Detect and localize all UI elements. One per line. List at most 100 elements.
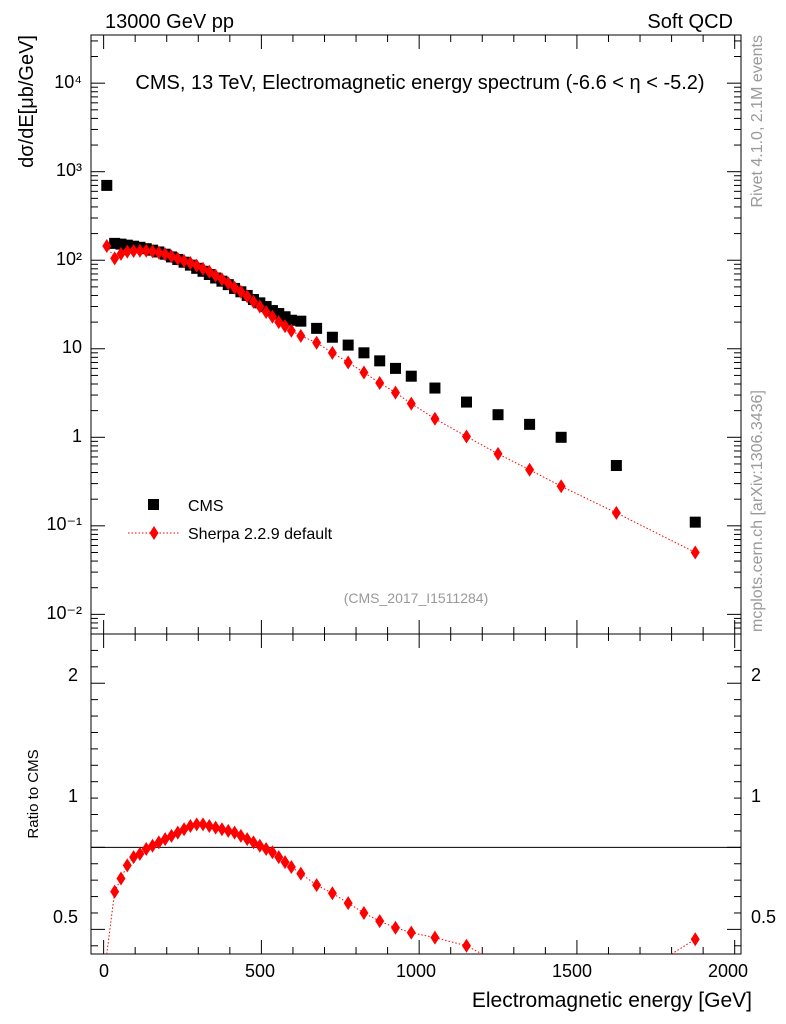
cms-data-point — [524, 418, 536, 430]
sherpa-ratio-point — [185, 819, 195, 833]
sherpa-main-point — [122, 244, 132, 259]
ratio-y-tick-label: 2 — [68, 665, 78, 685]
plot-title: CMS, 13 TeV, Electromagnetic energy spec… — [135, 72, 704, 94]
cms-data-point — [109, 237, 121, 249]
sherpa-main-point — [255, 299, 265, 314]
x-tick-label: 1000 — [396, 961, 436, 981]
x-axis-label: Electromagnetic energy [GeV] — [472, 989, 752, 1012]
main-panel-frame — [90, 34, 742, 635]
sherpa-main-point — [556, 479, 566, 494]
sherpa-main-point — [242, 289, 252, 304]
mcplots-source-label: mcplots.cern.ch [arXiv:1306.3436] — [749, 390, 766, 632]
sherpa-ratio-point — [280, 855, 290, 870]
ratio-y-tick-label: 0.5 — [53, 907, 78, 927]
cms-data-point — [555, 431, 567, 443]
sherpa-ratio-point — [122, 858, 132, 873]
sherpa-ratio-point — [390, 920, 400, 935]
cms-data-point — [460, 396, 472, 408]
y-tick-label: 10² — [56, 249, 82, 269]
cms-data-point — [492, 409, 504, 421]
sherpa-main-point — [406, 396, 416, 411]
sherpa-main-point — [173, 251, 183, 266]
sherpa-ratio-point — [116, 871, 126, 886]
sherpa-main-point — [461, 429, 471, 444]
sherpa-ratio-point — [198, 817, 208, 832]
legend-sherpa-label: Sherpa 2.2.9 default — [188, 526, 333, 543]
sherpa-main-point — [154, 245, 164, 260]
sherpa-ratio-point — [359, 905, 369, 920]
sherpa-main-point — [179, 254, 189, 269]
cms-data-point — [326, 331, 338, 343]
x-tick-label: 2000 — [708, 961, 748, 981]
sherpa-main-point — [185, 256, 195, 271]
sherpa-main-point — [430, 411, 440, 426]
sherpa-main-point — [327, 345, 337, 360]
ratio-y-tick-label-right: 2 — [751, 665, 761, 685]
sherpa-main-point — [249, 294, 258, 309]
sherpa-main-point — [359, 365, 369, 380]
sherpa-ratio-point — [343, 896, 353, 911]
cms-data-point — [610, 460, 622, 472]
cms-data-point — [311, 322, 323, 334]
sherpa-ratio-line — [106, 823, 696, 955]
sherpa-main-point — [690, 545, 700, 560]
sherpa-ratio-point — [267, 845, 277, 860]
cms-data-point — [689, 516, 701, 528]
ratio-panel-frame — [90, 633, 742, 955]
cms-data-point — [273, 308, 285, 320]
cms-data-point — [358, 347, 370, 359]
sherpa-ratio-point — [286, 860, 296, 875]
main-axis-ticks — [91, 35, 741, 634]
cms-data-point — [101, 179, 113, 191]
cms-data-point — [389, 362, 401, 374]
sherpa-main-point — [261, 305, 271, 320]
sherpa-ratio-point — [135, 846, 145, 861]
sherpa-main-point — [267, 309, 277, 324]
sherpa-main-point — [312, 335, 322, 350]
sherpa-main-point — [493, 446, 503, 461]
sherpa-main-point — [280, 319, 290, 334]
sherpa-main-point — [525, 462, 535, 477]
cms-data-point — [279, 311, 291, 323]
sherpa-main-point — [141, 243, 151, 258]
ratio-axis-ticks — [91, 634, 741, 954]
cms-data-point — [405, 370, 417, 382]
legend-cms-label: CMS — [188, 498, 224, 515]
ratio-y-axis-label: Ratio to CMS — [25, 749, 42, 838]
sherpa-main-point — [166, 249, 176, 264]
sherpa-main-point — [343, 355, 353, 370]
sherpa-main-point — [611, 505, 621, 520]
legend: CMS Sherpa 2.2.9 default — [128, 498, 333, 543]
y-tick-label: 10 — [62, 337, 82, 357]
sherpa-main-point — [236, 284, 246, 299]
sherpa-main-point — [110, 251, 120, 266]
sherpa-ratio-point — [406, 925, 416, 940]
sherpa-main-point — [286, 323, 296, 338]
sherpa-ratio-points — [110, 817, 700, 953]
legend-cms-marker — [148, 499, 159, 510]
sherpa-main-point — [116, 246, 126, 261]
sherpa-ratio-point — [192, 817, 202, 832]
sherpa-ratio-point — [110, 884, 120, 899]
sherpa-main-point — [135, 243, 145, 258]
cms-data-points — [101, 179, 701, 528]
sherpa-ratio-curve-tail — [671, 938, 696, 955]
x-tick-label: 500 — [245, 961, 275, 981]
cms-data-point — [374, 355, 386, 367]
x-tick-label: 0 — [99, 961, 109, 981]
x-tick-label: 1500 — [552, 961, 592, 981]
sherpa-main-point — [148, 244, 158, 259]
legend-sherpa-marker — [149, 526, 159, 540]
sherpa-ratio-point — [223, 823, 233, 838]
sherpa-main-point — [390, 385, 400, 400]
y-tick-label: 10⁴ — [54, 72, 82, 92]
y-tick-label: 10⁻² — [46, 603, 82, 623]
sherpa-ratio-point — [204, 819, 214, 833]
sherpa-ratio-point — [690, 932, 700, 947]
main-y-tick-labels: 10⁻² 10⁻¹ 1 10 10² 10³ 10⁴ — [46, 72, 82, 623]
category-label: Soft QCD — [647, 11, 733, 33]
sherpa-ratio-curve — [106, 823, 483, 955]
sherpa-ratio-point — [375, 914, 385, 929]
collision-label: 13000 GeV pp — [105, 11, 234, 33]
sherpa-main-point — [129, 244, 139, 259]
